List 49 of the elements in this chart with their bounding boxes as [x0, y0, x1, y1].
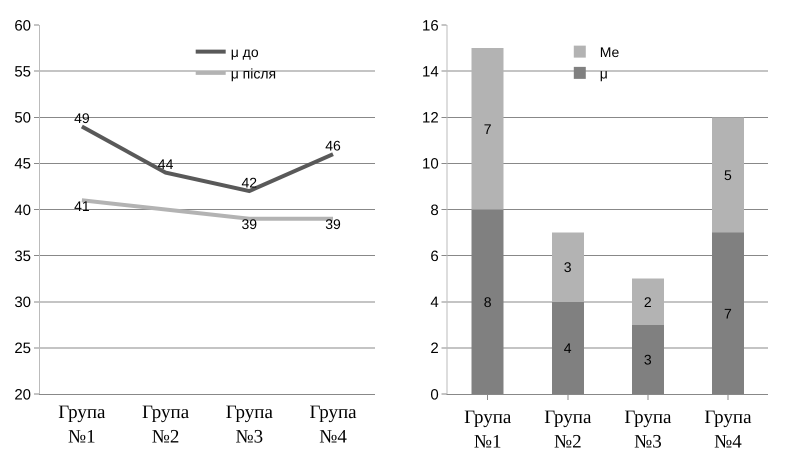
y-tick-label: 50	[14, 110, 31, 126]
x-tick-label: Група №3	[624, 406, 672, 452]
data-label: 49	[74, 110, 90, 126]
y-tick-label: 60	[14, 17, 31, 34]
data-label: 44	[158, 156, 174, 172]
data-label: 42	[242, 174, 258, 191]
x-tick-label: Група №4	[309, 402, 358, 448]
y-tick-label: 55	[14, 63, 31, 80]
y-tick-label: 20	[14, 386, 31, 404]
data-label: 7	[724, 305, 732, 322]
bar	[632, 278, 664, 325]
y-tick-label: 45	[14, 156, 31, 173]
data-label: 5	[724, 166, 732, 183]
data-label: 3	[644, 351, 652, 368]
data-label: 2	[644, 294, 652, 310]
y-tick-label: 0	[430, 386, 439, 404]
y-tick-label: 10	[422, 156, 439, 173]
legend-label: μ після	[230, 65, 276, 82]
y-tick-label: 35	[14, 248, 31, 265]
x-tick-label: Група №1	[464, 406, 512, 452]
data-label: 7	[484, 120, 492, 137]
y-tick-label: 6	[430, 248, 439, 265]
x-tick-label: Група №2	[544, 406, 592, 452]
x-tick-label: Група №3	[226, 402, 274, 448]
data-label: 3	[564, 259, 572, 276]
y-tick-label: 16	[422, 17, 439, 34]
legend-label: μ до	[230, 44, 259, 60]
bar	[712, 117, 744, 233]
data-label: 8	[484, 294, 492, 310]
y-tick-label: 4	[430, 294, 439, 311]
bar	[472, 48, 504, 210]
bar	[552, 232, 584, 302]
legend-label: Me	[600, 44, 620, 60]
y-tick-label: 25	[14, 340, 31, 358]
x-tick-label: Група №4	[704, 406, 752, 452]
y-tick-label: 8	[430, 202, 439, 219]
data-label: 39	[242, 216, 258, 232]
y-tick-label: 14	[422, 63, 439, 80]
y-tick-label: 40	[14, 202, 31, 219]
data-label: 4	[564, 340, 572, 356]
data-label: 41	[74, 198, 90, 214]
x-tick-label: Група №1	[58, 402, 106, 448]
y-tick-label: 2	[430, 340, 439, 358]
data-label: 39	[325, 216, 342, 232]
y-tick-label: 12	[422, 110, 439, 126]
x-tick-label: Група №2	[142, 402, 190, 448]
legend-label: μ	[600, 65, 608, 82]
data-label: 46	[325, 138, 342, 154]
y-tick-label: 30	[14, 294, 31, 311]
